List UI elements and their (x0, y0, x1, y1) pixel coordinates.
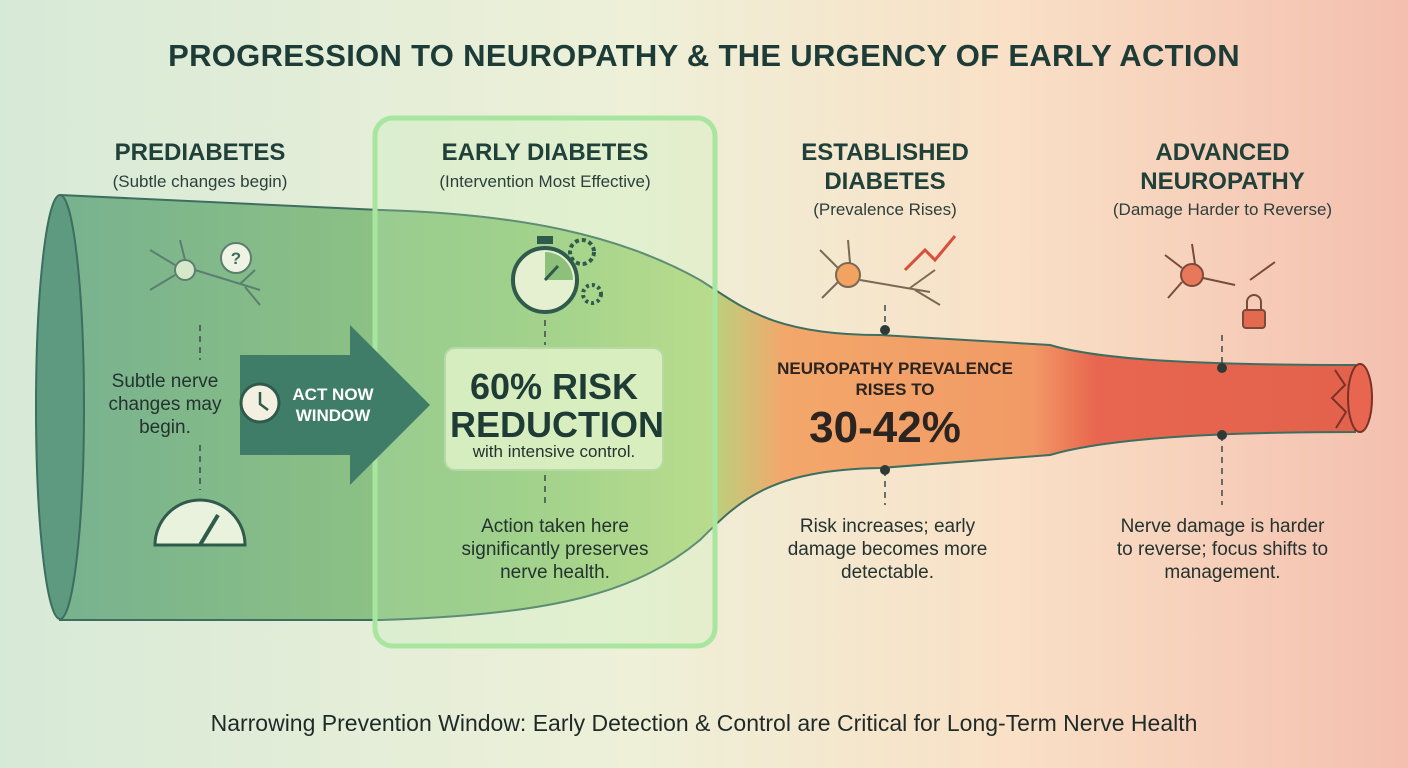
connector-dots (880, 325, 1227, 475)
callout-headline: 60% RISK REDUCTION (450, 366, 664, 445)
stopwatch-crown (537, 236, 553, 244)
gauge-needle (198, 513, 220, 547)
title: PROGRESSION TO NEUROPATHY & THE URGENCY … (168, 38, 1240, 73)
gear-icon (581, 283, 603, 305)
stage-heading: EARLY DIABETES (441, 139, 649, 166)
damaged-neuron-icon (1164, 243, 1276, 329)
crack (1330, 369, 1348, 429)
neuron-icon (819, 235, 957, 306)
tube-end (1347, 363, 1373, 433)
gauge-icon (153, 498, 247, 547)
callout-box (444, 347, 664, 471)
footer: Narrowing Prevention Window: Early Detec… (210, 710, 1198, 736)
stage-description: Risk increases; early damage becomes mor… (787, 516, 988, 583)
stage-heading: PREDIABETES (114, 139, 286, 166)
stage-subheading: (Subtle changes begin) (112, 172, 288, 191)
stage-subheading: (Intervention Most Effective) (439, 172, 651, 191)
stage-description: Action taken here significantly preserve… (461, 516, 649, 583)
stage-subheading: (Prevalence Rises) (813, 200, 957, 219)
stage-description: Nerve damage is harder to reverse; focus… (1116, 516, 1329, 583)
narrowing-tube (59, 193, 1356, 621)
stopwatch-hand (543, 264, 560, 282)
stage-heading: ESTABLISHED DIABETES (801, 139, 969, 195)
prevalence-headline: NEUROPATHY PREVALENCE RISES TO (777, 359, 1013, 399)
arrow-label: ACT NOW WINDOW (292, 385, 374, 425)
stage-subheading: (Damage Harder to Reverse) (1112, 200, 1333, 219)
gear-icon (568, 238, 596, 266)
neuron-icon (149, 239, 261, 306)
stage-description: Subtle nerve changes may begin. (108, 371, 222, 438)
prevalence-figure: 30-42% (809, 403, 961, 452)
callout-detail: with intensive control. (472, 442, 636, 461)
connector-lines (199, 305, 1223, 505)
act-now-arrow (240, 325, 430, 485)
stage-heading: ADVANCED NEUROPATHY (1140, 139, 1305, 195)
question-icon (220, 242, 252, 274)
clock-hands (258, 392, 269, 411)
question-mark: ? (231, 249, 241, 268)
tube-opening (35, 194, 85, 620)
